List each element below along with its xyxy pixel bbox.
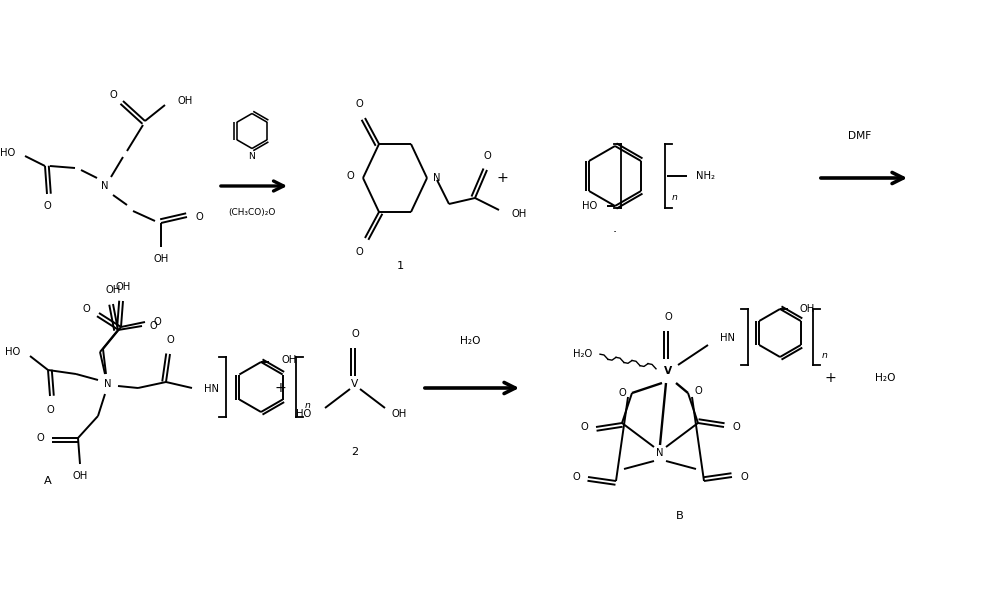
Text: NH₂: NH₂ <box>696 171 715 181</box>
Text: H₂O: H₂O <box>573 349 592 359</box>
Text: O: O <box>351 329 359 339</box>
Text: O: O <box>82 304 90 314</box>
Text: n: n <box>822 350 828 359</box>
Text: A: A <box>44 476 52 486</box>
Text: .: . <box>613 222 617 235</box>
Text: N: N <box>656 448 664 458</box>
Text: H₂O: H₂O <box>875 373 895 383</box>
Text: O: O <box>694 386 702 396</box>
Text: O: O <box>740 472 748 482</box>
Text: O: O <box>580 422 588 432</box>
Text: OH: OH <box>153 254 169 264</box>
Text: HO: HO <box>296 409 311 419</box>
Text: O: O <box>664 312 672 322</box>
Text: V: V <box>664 366 672 376</box>
Text: N: N <box>249 152 255 161</box>
Text: O: O <box>149 321 157 331</box>
Text: +: + <box>824 371 836 385</box>
Text: O: O <box>109 90 117 100</box>
Text: O: O <box>346 171 354 181</box>
Text: O: O <box>166 335 174 345</box>
Text: O: O <box>732 422 740 432</box>
Text: HO: HO <box>0 148 15 158</box>
Text: O: O <box>355 247 363 257</box>
Text: 1: 1 <box>396 261 404 271</box>
Text: O: O <box>36 433 44 443</box>
Text: n: n <box>672 193 678 202</box>
Text: OH: OH <box>800 304 815 314</box>
Text: O: O <box>618 388 626 398</box>
Text: OH: OH <box>115 282 131 292</box>
Text: O: O <box>46 405 54 415</box>
Text: O: O <box>43 201 51 211</box>
Text: OH: OH <box>72 471 88 481</box>
Text: OH: OH <box>281 355 296 365</box>
Text: OH: OH <box>511 209 526 219</box>
Text: O: O <box>355 99 363 109</box>
Text: O: O <box>572 472 580 482</box>
Text: B: B <box>676 511 684 521</box>
Text: O: O <box>483 151 491 161</box>
Text: (CH₃CO)₂O: (CH₃CO)₂O <box>228 208 276 218</box>
Text: OH: OH <box>178 96 193 106</box>
Text: 2: 2 <box>351 447 359 457</box>
Text: O: O <box>153 317 161 327</box>
Text: HO: HO <box>582 201 597 211</box>
Text: +: + <box>274 381 286 395</box>
Text: DMF: DMF <box>848 131 872 141</box>
Text: O: O <box>195 212 203 222</box>
Text: N: N <box>433 173 441 183</box>
Text: n: n <box>305 401 311 410</box>
Text: HN: HN <box>204 384 219 394</box>
Text: HN: HN <box>720 333 735 343</box>
Text: HO: HO <box>5 347 20 357</box>
Text: OH: OH <box>105 285 121 295</box>
Text: H₂O: H₂O <box>460 336 480 346</box>
Text: V: V <box>351 379 359 389</box>
Text: N: N <box>104 379 112 389</box>
Text: OH: OH <box>391 409 407 419</box>
Text: +: + <box>496 171 508 185</box>
Text: N: N <box>101 181 109 191</box>
